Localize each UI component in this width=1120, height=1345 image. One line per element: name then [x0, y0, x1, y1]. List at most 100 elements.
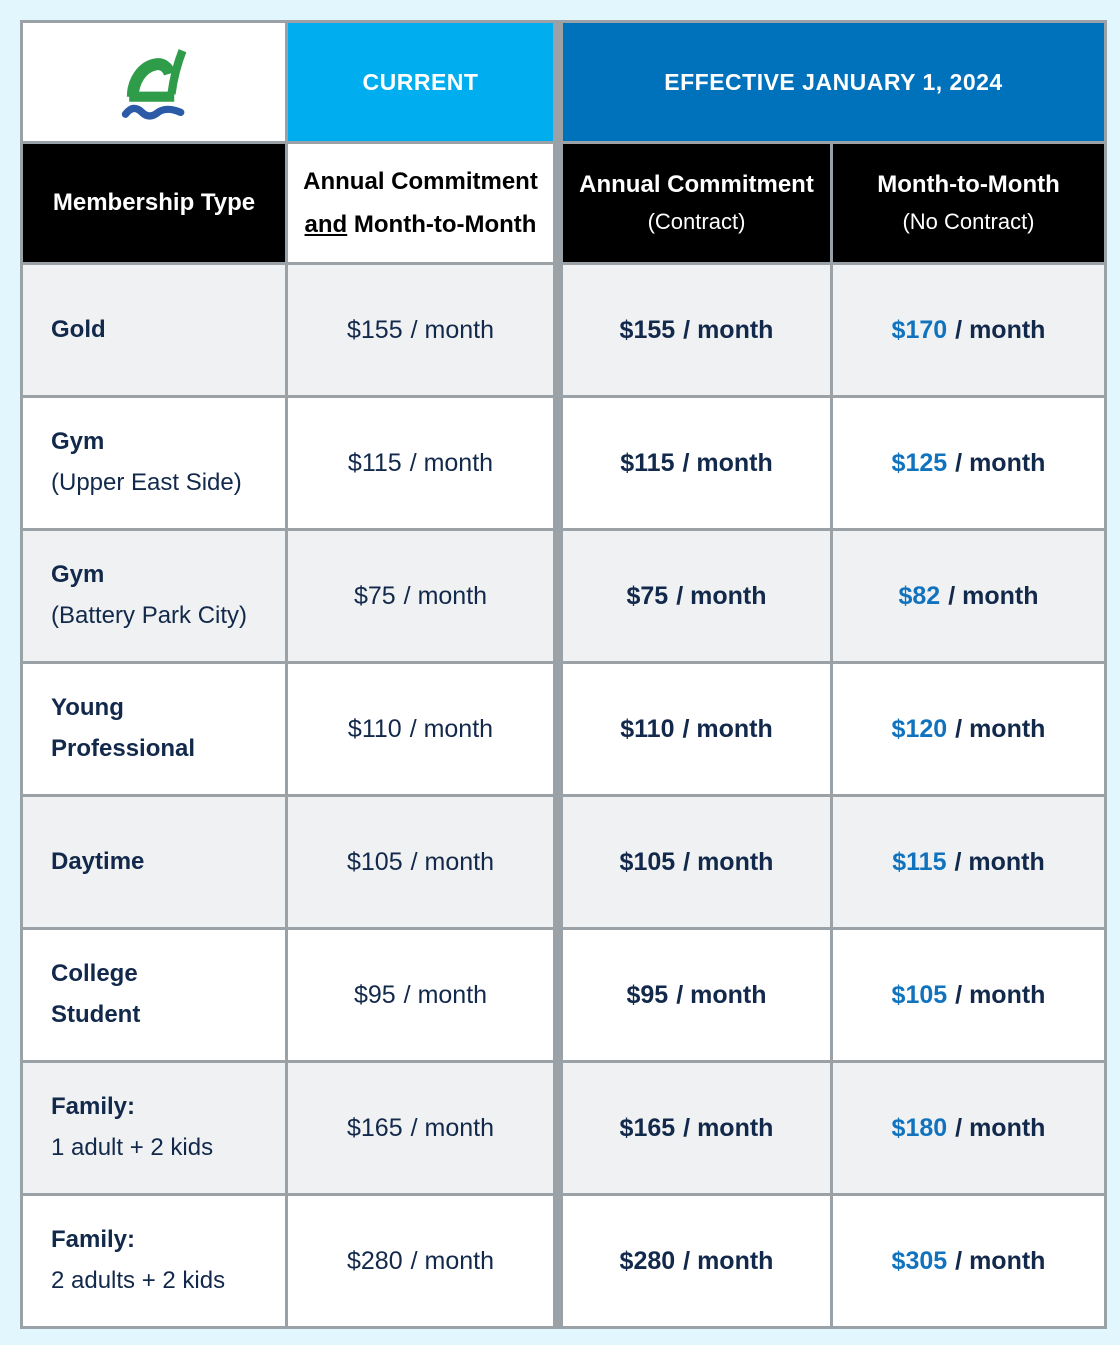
membership-name-cell: Gold — [23, 265, 285, 395]
membership-detail: (Battery Park City) — [51, 602, 248, 629]
contract-price-cell: $155/ month — [563, 265, 830, 395]
contract-subheader: Annual Commitment (Contract) — [563, 144, 830, 262]
contract-subheader-line1: Annual Commitment — [579, 171, 814, 198]
membership-detail: 1 adult + 2 kids — [51, 1134, 214, 1161]
contract-price-cell: $105/ month — [563, 797, 830, 927]
per-month-label: / month — [409, 714, 494, 743]
price-amount: $110 — [620, 714, 675, 743]
current-subheader: Annual Commitment and Month-to-Month — [288, 144, 553, 262]
per-month-label: / month — [682, 448, 773, 477]
price-amount: $95 — [626, 980, 669, 1009]
current-price-cell: $280/ month — [288, 1196, 553, 1326]
price-amount: $155 — [619, 315, 676, 344]
current-price-cell: $105/ month — [288, 797, 553, 927]
current-price-cell: $165/ month — [288, 1063, 553, 1193]
per-month-label: / month — [955, 980, 1046, 1009]
per-month-label: / month — [676, 980, 767, 1009]
membership-name: Gym — [51, 561, 105, 589]
brand-logo-cell — [23, 23, 285, 141]
price-amount: $280 — [619, 1246, 676, 1275]
per-month-label: / month — [403, 980, 488, 1009]
m2m-price-cell: $305/ month — [833, 1196, 1104, 1326]
pricing-table: CURRENT EFFECTIVE JANUARY 1, 2024 Member… — [20, 20, 1107, 1329]
price-amount: $165 — [619, 1113, 676, 1142]
membership-name: Young Professional — [51, 694, 196, 762]
m2m-price-cell: $120/ month — [833, 664, 1104, 794]
membership-name-cell: Family: 1 adult + 2 kids — [23, 1063, 285, 1193]
per-month-label: / month — [955, 448, 1046, 477]
membership-name-cell: Young Professional — [23, 664, 285, 794]
per-month-label: / month — [683, 315, 774, 344]
price-amount: $115 — [347, 448, 402, 477]
price-amount: $82 — [898, 581, 941, 610]
per-month-label: / month — [410, 1246, 494, 1275]
per-month-label: / month — [955, 1246, 1046, 1275]
price-amount: $115 — [620, 448, 675, 477]
price-amount: $105 — [891, 980, 948, 1009]
price-amount: $105 — [347, 847, 403, 876]
membership-name-cell: College Student — [23, 930, 285, 1060]
m2m-price-cell: $180/ month — [833, 1063, 1104, 1193]
membership-name: Daytime — [51, 847, 145, 875]
underlined-and: and — [304, 211, 348, 238]
contract-price-cell: $280/ month — [563, 1196, 830, 1326]
per-month-label: / month — [410, 315, 494, 344]
membership-name: Gym — [51, 428, 105, 456]
per-month-label: / month — [683, 1113, 774, 1142]
per-month-label: / month — [683, 847, 774, 876]
membership-name: Family: — [51, 1093, 136, 1121]
per-month-label: / month — [955, 714, 1046, 743]
price-amount: $95 — [353, 980, 396, 1009]
current-price-cell: $95/ month — [288, 930, 553, 1060]
per-month-label: / month — [955, 315, 1046, 344]
price-amount: $125 — [891, 448, 948, 477]
price-amount: $280 — [347, 1246, 403, 1275]
membership-type-header: Membership Type — [23, 144, 285, 262]
membership-name-cell: Gym (Upper East Side) — [23, 398, 285, 528]
current-subheader-line2: and Month-to-Month — [304, 211, 537, 238]
current-price-cell: $75/ month — [288, 531, 553, 661]
price-amount: $305 — [891, 1246, 948, 1275]
price-amount: $165 — [347, 1113, 403, 1142]
per-month-label: / month — [682, 714, 773, 743]
per-month-label: / month — [410, 847, 494, 876]
effective-section-header: EFFECTIVE JANUARY 1, 2024 — [563, 23, 1104, 141]
price-amount: $75 — [626, 581, 669, 610]
membership-name-cell: Daytime — [23, 797, 285, 927]
per-month-label: / month — [403, 581, 488, 610]
current-price-cell: $110/ month — [288, 664, 553, 794]
price-amount: $120 — [891, 714, 948, 743]
membership-detail: 2 adults + 2 kids — [51, 1267, 226, 1294]
contract-subheader-line2: (Contract) — [647, 209, 746, 234]
m2m-subheader-line2: (No Contract) — [902, 209, 1035, 234]
contract-price-cell: $95/ month — [563, 930, 830, 1060]
per-month-label: / month — [676, 581, 767, 610]
price-amount: $110 — [347, 714, 402, 743]
membership-name-cell: Gym (Battery Park City) — [23, 531, 285, 661]
section-divider — [556, 23, 560, 1326]
membership-name-cell: Family: 2 adults + 2 kids — [23, 1196, 285, 1326]
per-month-label: / month — [683, 1246, 774, 1275]
current-price-cell: $155/ month — [288, 265, 553, 395]
per-month-label: / month — [955, 1113, 1046, 1142]
per-month-label: / month — [954, 847, 1045, 876]
per-month-label: / month — [409, 448, 494, 477]
membership-name: Gold — [51, 315, 106, 343]
price-amount: $75 — [353, 581, 396, 610]
current-subheader-line1: Annual Commitment — [303, 167, 538, 195]
membership-name: Family: — [51, 1226, 136, 1254]
m2m-price-cell: $125/ month — [833, 398, 1104, 528]
contract-price-cell: $110/ month — [563, 664, 830, 794]
membership-detail: (Upper East Side) — [51, 469, 242, 496]
per-month-label: / month — [410, 1113, 494, 1142]
m2m-price-cell: $82/ month — [833, 531, 1104, 661]
price-amount: $115 — [892, 847, 947, 876]
membership-name: College Student — [51, 960, 141, 1028]
price-amount: $170 — [891, 315, 948, 344]
current-price-cell: $115/ month — [288, 398, 553, 528]
price-amount: $105 — [619, 847, 676, 876]
contract-price-cell: $75/ month — [563, 531, 830, 661]
per-month-label: / month — [948, 581, 1039, 610]
m2m-subheader-line1: Month-to-Month — [877, 171, 1060, 198]
contract-price-cell: $115/ month — [563, 398, 830, 528]
